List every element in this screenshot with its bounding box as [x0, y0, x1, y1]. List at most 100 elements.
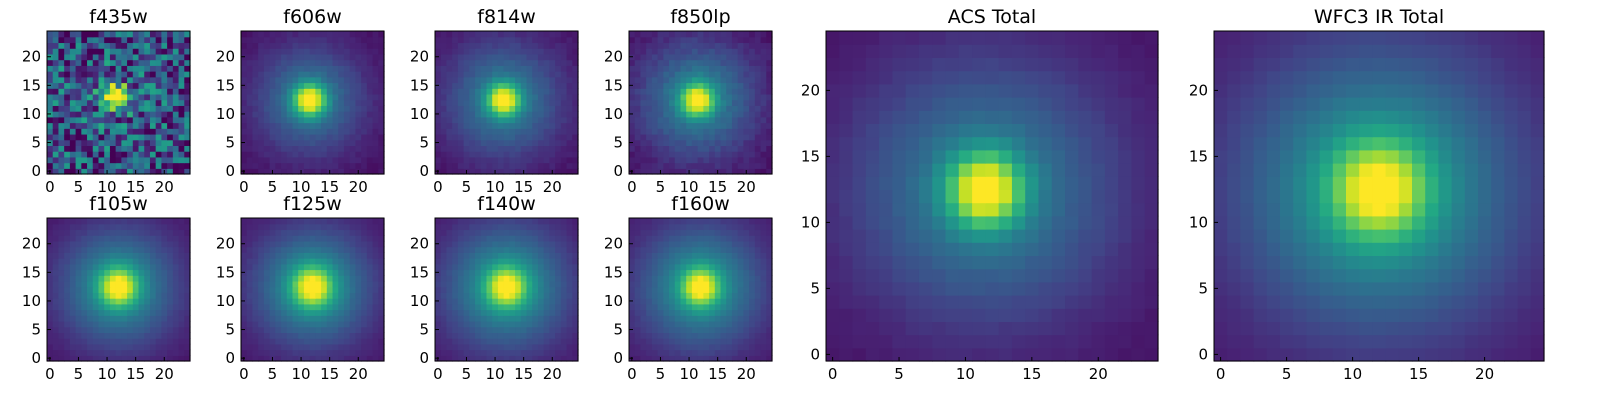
pixel — [669, 280, 676, 288]
pixel — [463, 65, 470, 72]
pixel — [343, 151, 351, 158]
pixel — [178, 258, 185, 265]
pixel — [355, 99, 362, 106]
pixel — [303, 252, 311, 259]
pixel — [52, 122, 60, 129]
pixel — [469, 229, 476, 236]
pixel — [532, 263, 539, 271]
pixel — [697, 343, 704, 351]
pixel — [446, 31, 453, 38]
pixel — [475, 315, 482, 322]
pixel — [766, 105, 773, 112]
pixel — [629, 338, 636, 345]
pixel — [572, 246, 579, 253]
pixel — [760, 332, 767, 339]
pixel — [81, 36, 88, 44]
pixel — [47, 48, 54, 55]
pixel — [361, 99, 368, 106]
pixel — [172, 116, 180, 124]
pixel — [543, 292, 550, 299]
pixel — [560, 309, 568, 316]
pixel — [87, 252, 94, 259]
pixel — [537, 36, 545, 44]
pixel — [754, 145, 762, 152]
pixel — [766, 48, 773, 55]
pixel — [709, 71, 716, 78]
pixel — [321, 298, 328, 305]
pixel — [560, 145, 568, 152]
pixel — [463, 111, 470, 118]
pixel — [566, 36, 573, 44]
pixel — [680, 156, 687, 164]
pixel — [452, 218, 459, 225]
pixel — [349, 240, 356, 248]
pixel — [258, 93, 265, 101]
pixel — [726, 298, 733, 305]
pixel — [703, 286, 710, 293]
pixel — [497, 298, 505, 305]
pixel — [492, 280, 499, 288]
pixel — [303, 145, 311, 152]
pixel — [355, 31, 362, 38]
pixel — [252, 156, 259, 164]
pixel — [640, 168, 647, 175]
pixel — [463, 292, 470, 299]
pixel — [115, 338, 122, 345]
pixel — [58, 156, 65, 164]
pixel — [709, 332, 716, 339]
pixel — [629, 275, 636, 282]
pixel — [246, 240, 254, 248]
pixel — [366, 151, 374, 158]
pixel — [646, 326, 653, 333]
pixel — [680, 338, 687, 345]
pixel — [440, 240, 448, 248]
pixel — [549, 162, 556, 169]
pixel — [543, 139, 550, 146]
pixel — [98, 269, 105, 276]
pixel — [138, 162, 145, 169]
pixel — [332, 235, 339, 242]
pixel — [292, 116, 299, 124]
pixel — [338, 320, 345, 328]
pixel — [480, 53, 488, 61]
pixel — [127, 128, 134, 135]
pixel — [338, 48, 345, 55]
pixel — [463, 286, 470, 293]
pixel — [115, 246, 122, 253]
pixel — [269, 82, 276, 89]
pixel — [81, 139, 88, 146]
pixel — [338, 343, 345, 351]
pixel — [480, 99, 488, 106]
pixel — [75, 105, 82, 112]
pixel — [286, 105, 294, 112]
pixel — [549, 275, 556, 282]
y-tick-label: 10 — [216, 292, 235, 310]
pixel — [737, 31, 744, 38]
pixel — [246, 128, 254, 135]
pixel — [172, 122, 180, 129]
pixel — [446, 53, 453, 61]
pixel — [355, 82, 362, 89]
pixel — [87, 338, 94, 345]
pixel — [47, 275, 54, 282]
pixel — [355, 349, 362, 356]
pixel — [566, 355, 573, 362]
pixel — [172, 48, 180, 55]
pixel — [138, 258, 145, 265]
pixel — [720, 338, 727, 345]
pixel — [503, 42, 510, 49]
pixel — [366, 139, 374, 146]
pixel — [463, 332, 470, 339]
pixel — [343, 59, 351, 66]
pixel — [651, 286, 659, 293]
pixel — [292, 133, 299, 141]
pixel — [144, 133, 151, 141]
pixel — [92, 145, 100, 152]
pixel — [286, 320, 294, 328]
pixel — [349, 99, 356, 106]
pixel — [275, 59, 282, 66]
pixel — [440, 111, 448, 118]
pixel — [172, 258, 180, 265]
pixel — [303, 88, 311, 95]
pixel — [537, 343, 545, 351]
